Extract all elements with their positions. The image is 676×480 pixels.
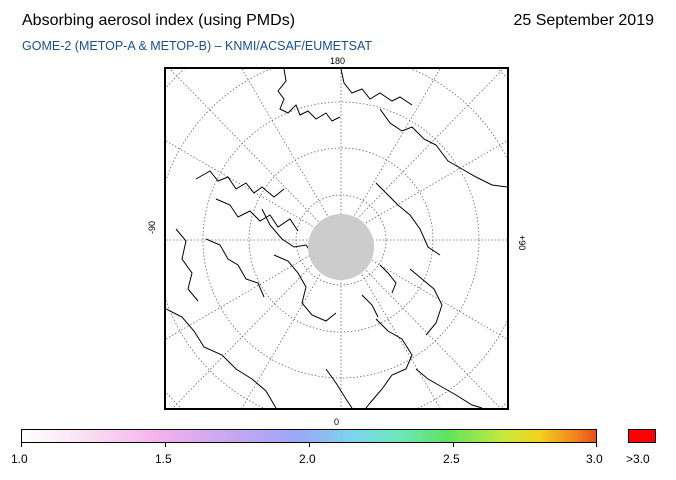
colorbar-overflow-label: >3.0 [626, 452, 650, 466]
colorbar-tick-label: 3.0 [586, 452, 603, 466]
colorbar-overflow-swatch [628, 429, 656, 443]
map-subtitle: GOME-2 (METOP-A & METOP-B) – KNMI/ACSAF/… [22, 39, 373, 53]
colorbar [21, 429, 597, 443]
no-data-polar-cap [308, 214, 374, 280]
colorbar-tick-label: 2.0 [299, 452, 316, 466]
colorbar-tick-mark [165, 443, 166, 447]
polar-map-svg [166, 69, 507, 408]
longitude-label-top: 180 [330, 56, 346, 66]
colorbar-tick-mark [596, 443, 597, 447]
colorbar-tick-label: 2.5 [443, 452, 460, 466]
colorbar-tick-mark [453, 443, 454, 447]
colorbar-tick-label: 1.5 [155, 452, 172, 466]
colorbar-tick-mark [21, 443, 22, 447]
longitude-label-bottom: 0 [334, 417, 340, 427]
longitude-label-right: +90 [517, 235, 527, 251]
colorbar-tick-label: 1.0 [11, 452, 28, 466]
polar-map [164, 67, 509, 410]
map-title: Absorbing aerosol index (using PMDs) [22, 12, 296, 29]
longitude-label-left: -90 [147, 220, 157, 234]
coastlines [166, 69, 507, 408]
colorbar-tick-mark [309, 443, 310, 447]
map-date: 25 September 2019 [513, 12, 654, 29]
